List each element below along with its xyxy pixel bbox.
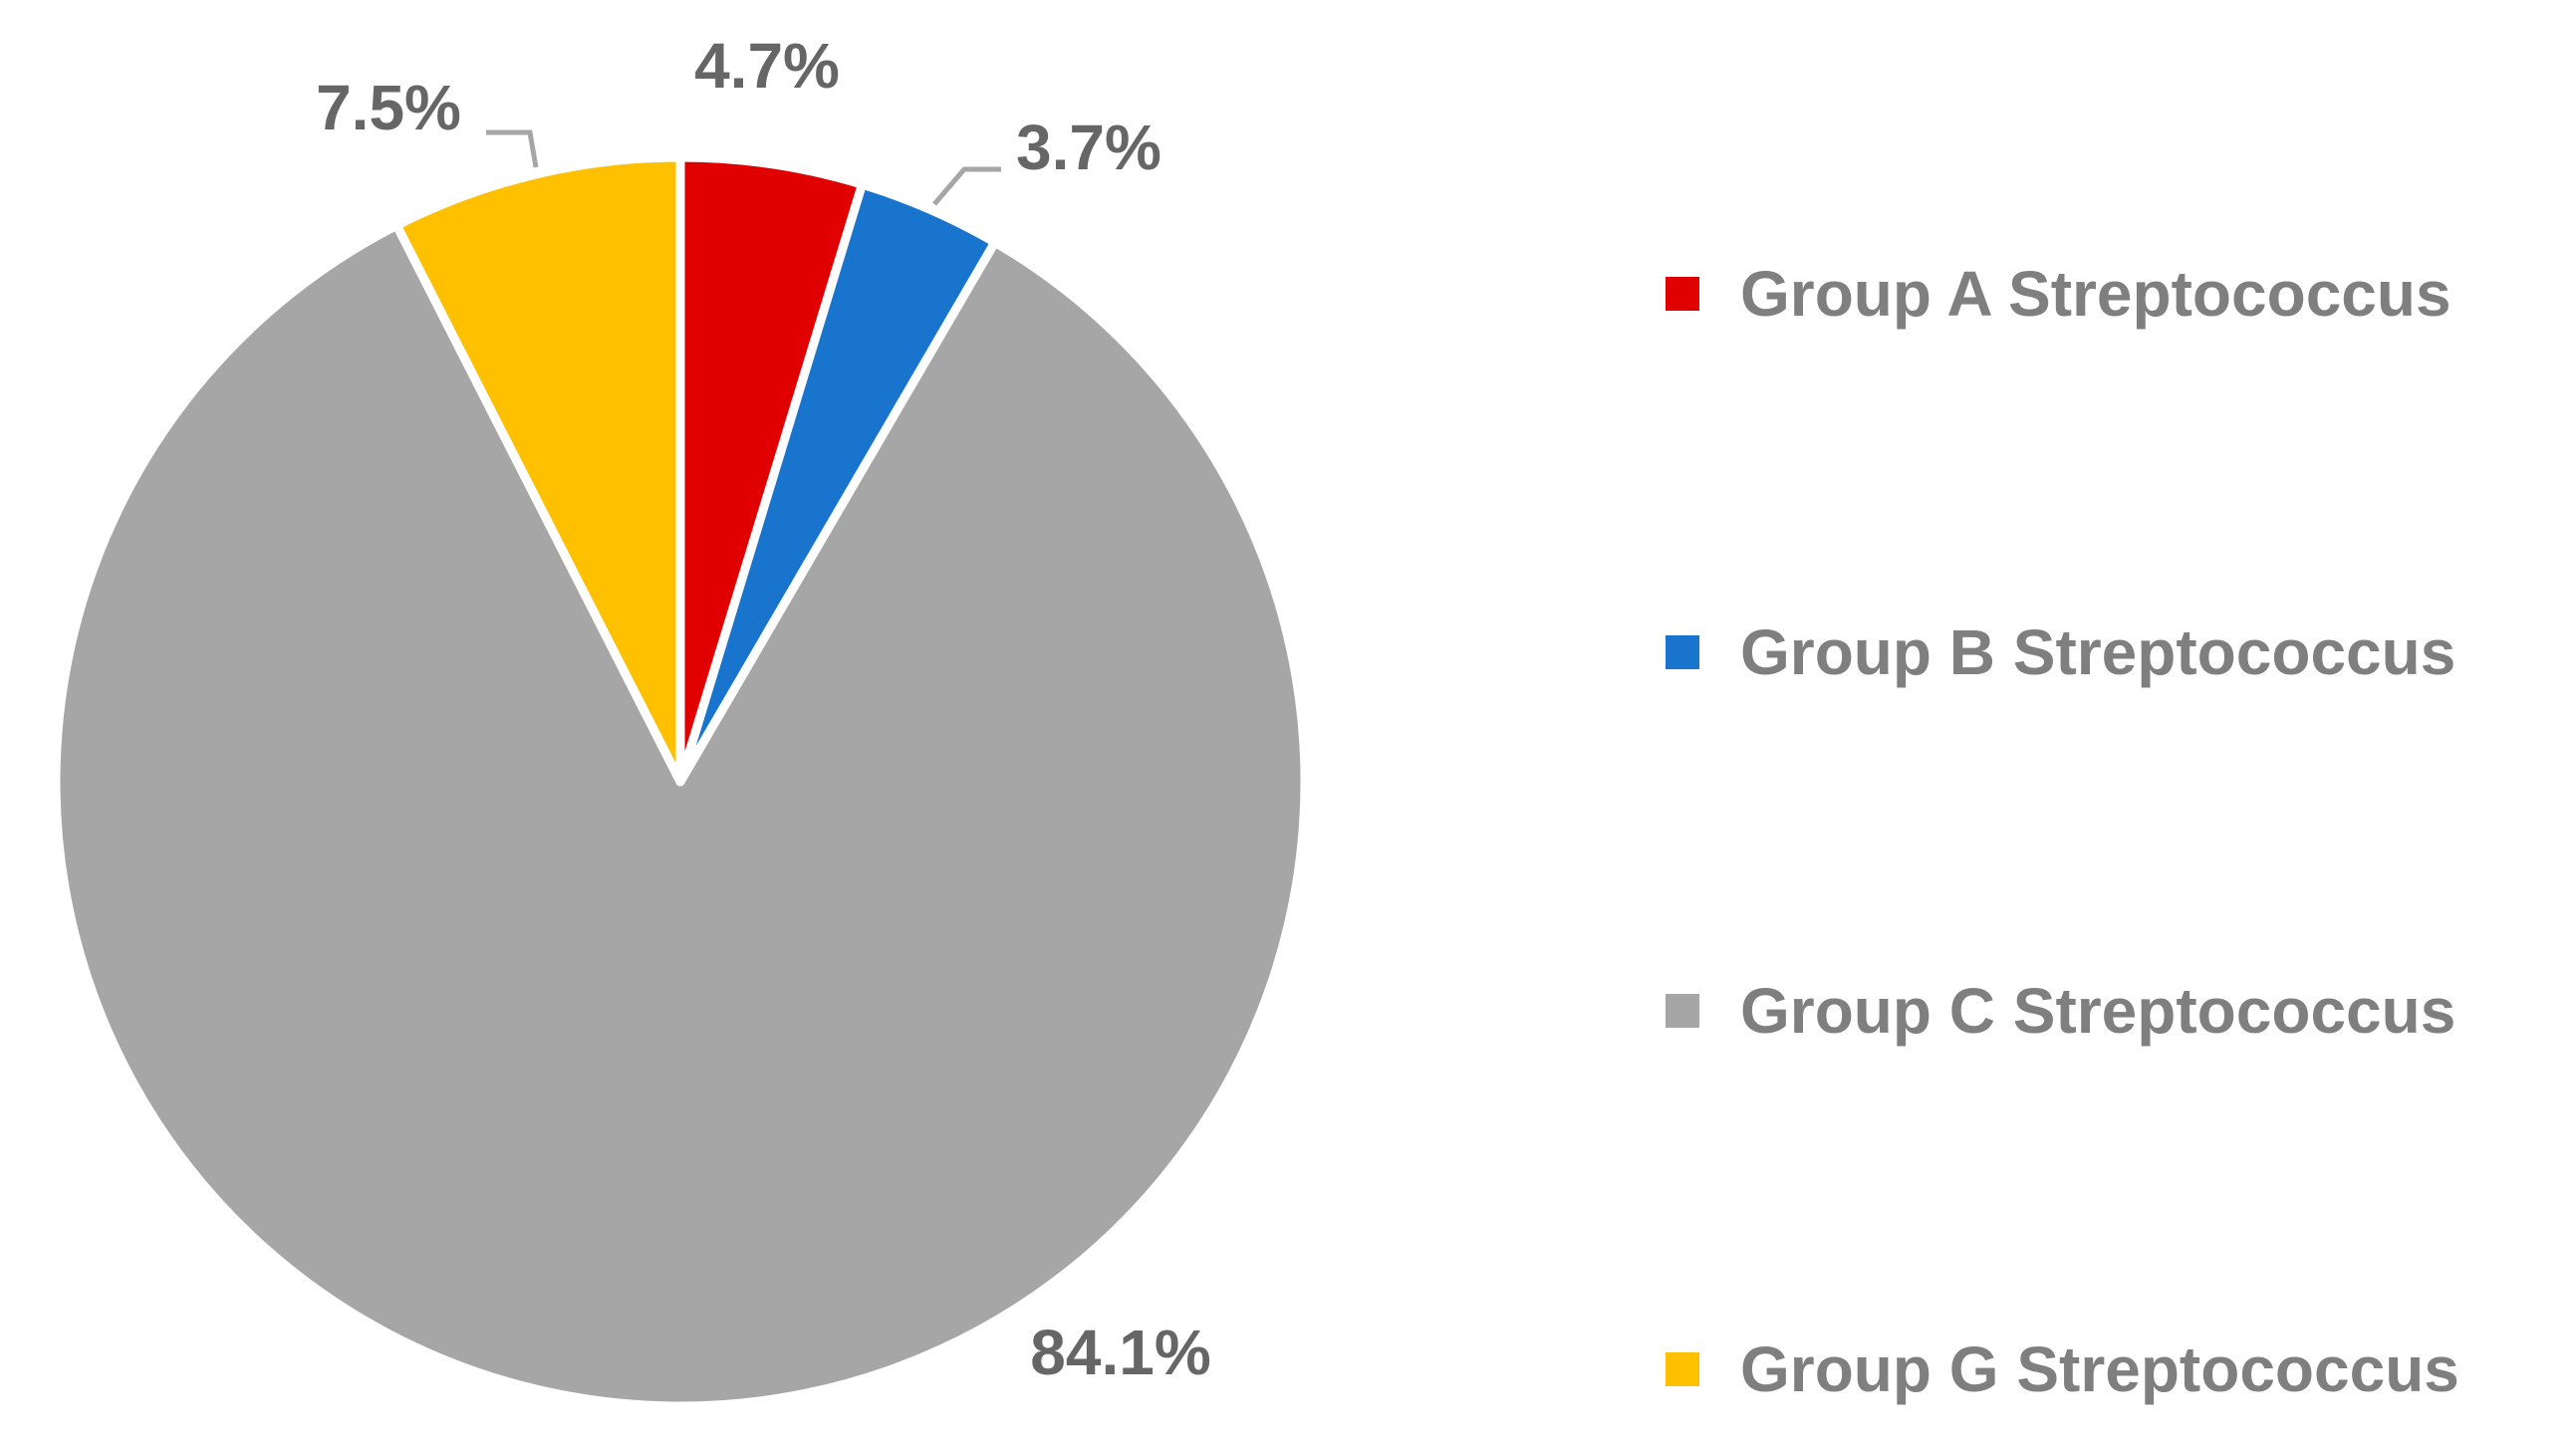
label-leader-lines (486, 129, 1001, 206)
leader-line-group-g-streptococcus (486, 129, 539, 168)
legend-swatch-group-g-streptococcus (1666, 1352, 1699, 1386)
data-labels: 4.7% 3.7% 84.1% 7.5% (316, 30, 1211, 1388)
legend-swatch-group-c-streptococcus (1666, 994, 1699, 1028)
pie-slice-group-g-streptococcus (391, 152, 685, 787)
legend-label-group-g-streptococcus: Group G Streptococcus (1740, 1333, 2459, 1405)
legend-item-group-b-streptococcus: Group B Streptococcus (1666, 616, 2455, 688)
legend-label-group-c-streptococcus: Group C Streptococcus (1740, 975, 2455, 1047)
pie-slice-group-c-streptococcus (51, 220, 1310, 1411)
pie-slices (51, 152, 1310, 1411)
data-label-group-g-streptococcus: 7.5% (316, 72, 461, 143)
data-label-group-a-streptococcus: 4.7% (694, 30, 840, 102)
data-label-group-b-streptococcus: 3.7% (1016, 112, 1161, 183)
data-label-group-c-streptococcus: 84.1% (1030, 1317, 1210, 1388)
legend-item-group-g-streptococcus: Group G Streptococcus (1666, 1333, 2459, 1405)
legend-swatch-group-a-streptococcus (1666, 277, 1699, 311)
legend-label-group-b-streptococcus: Group B Streptococcus (1740, 616, 2455, 688)
legend: Group A Streptococcus Group B Streptococc… (1666, 258, 2459, 1405)
legend-item-group-c-streptococcus: Group C Streptococcus (1666, 975, 2455, 1047)
legend-item-group-a-streptococcus: Group A Streptococcus (1666, 258, 2451, 330)
legend-swatch-group-b-streptococcus (1666, 635, 1699, 669)
leader-line-group-b-streptococcus (932, 166, 1001, 206)
legend-label-group-a-streptococcus: Group A Streptococcus (1740, 258, 2451, 330)
